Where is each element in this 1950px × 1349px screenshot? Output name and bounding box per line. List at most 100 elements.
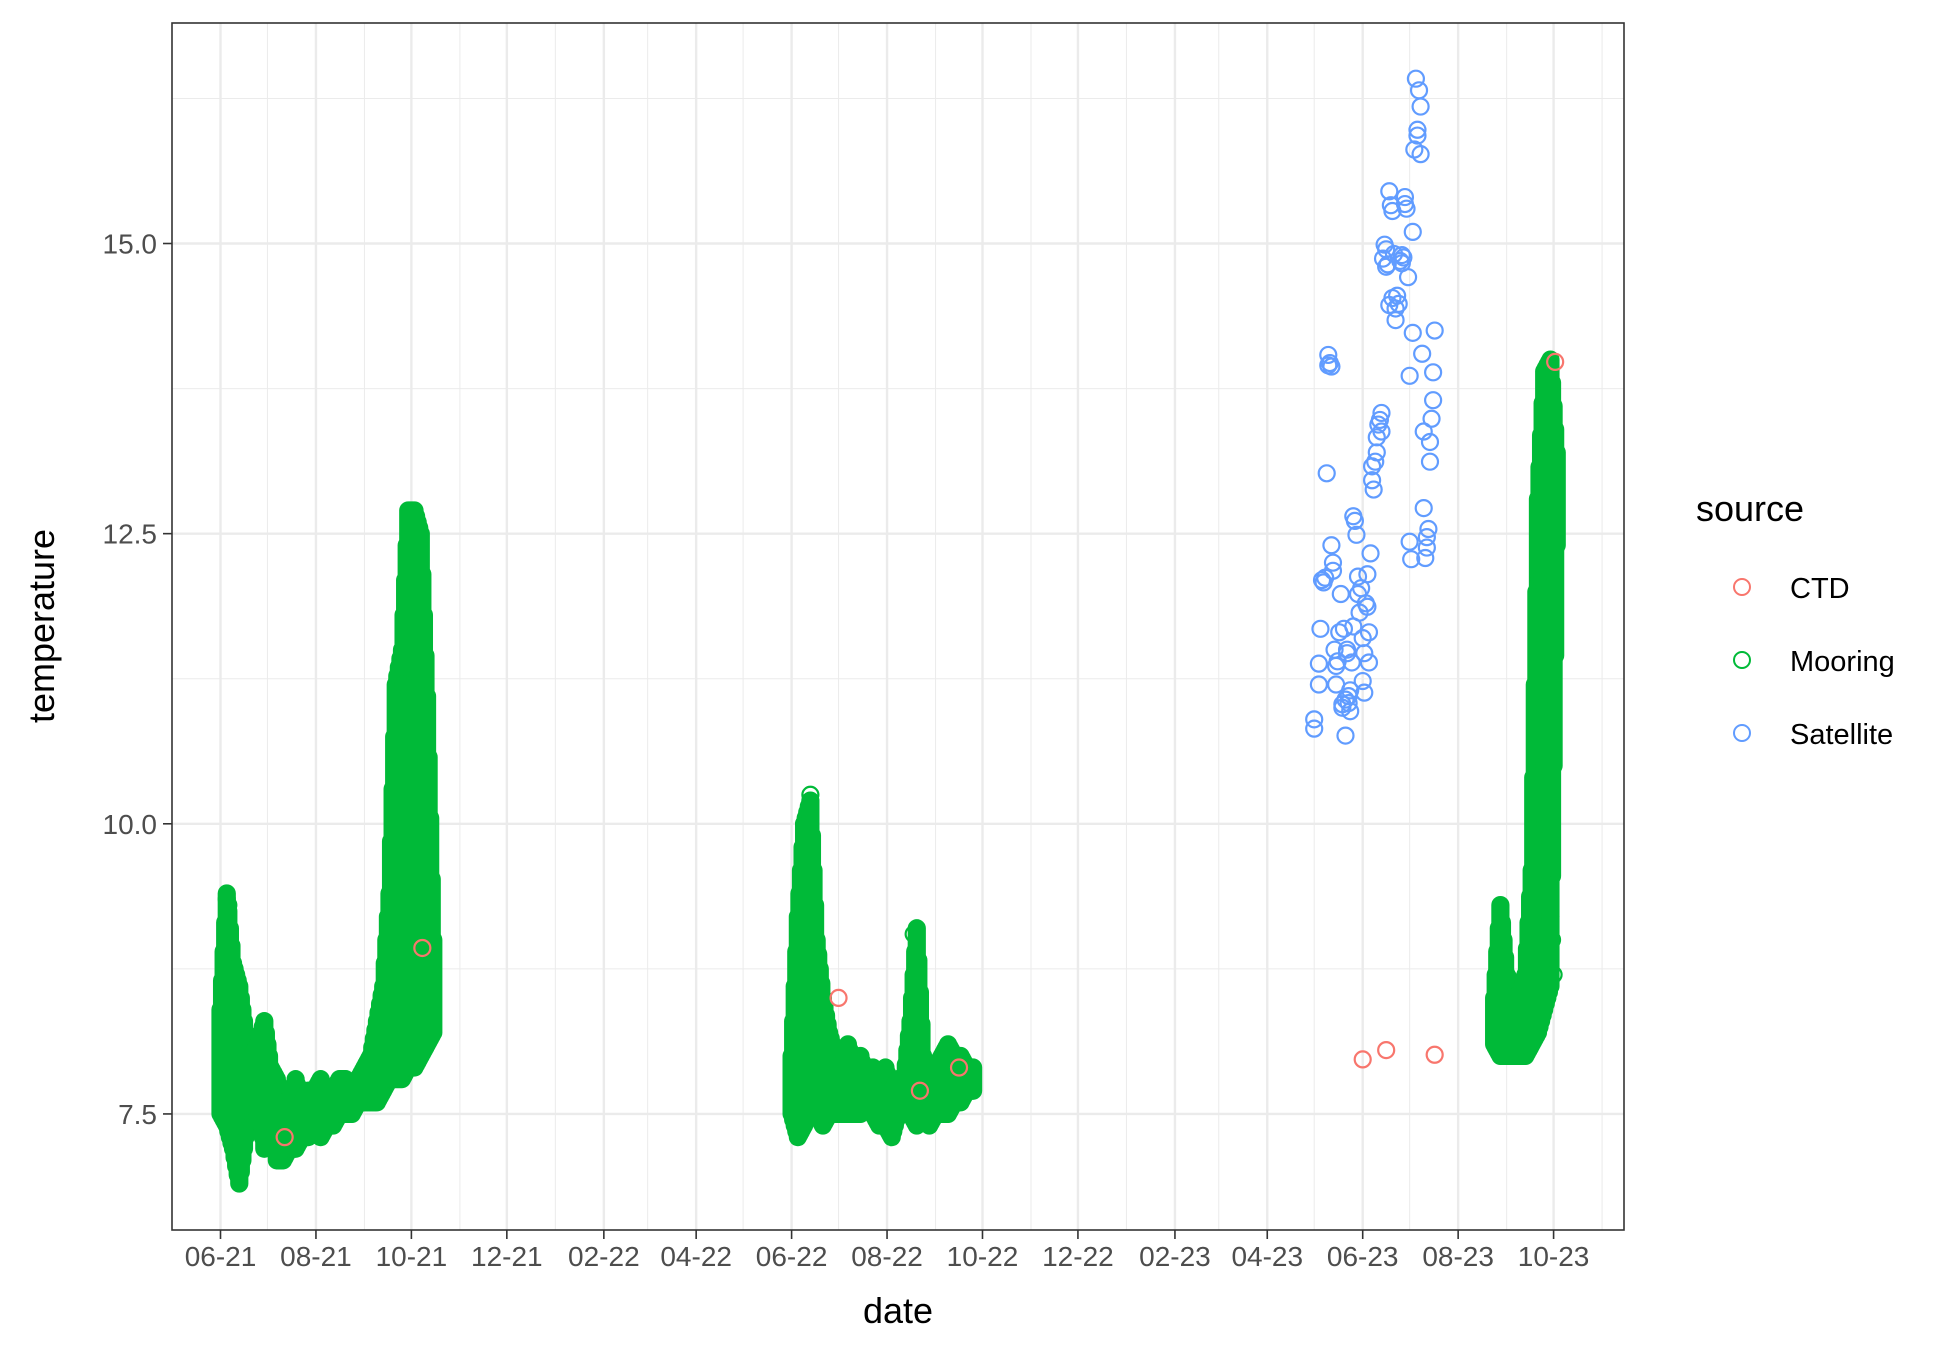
point-satellite — [1334, 619, 1354, 638]
point-satellite — [1322, 536, 1341, 555]
point-mooring — [1530, 570, 1549, 590]
x-tick-label: 10-22 — [947, 1241, 1019, 1272]
x-axis: 06-21 08-21 10-21 12-21 02-22 04-22 06-22 08-22… — [185, 1230, 1589, 1272]
point-satellite — [1389, 294, 1408, 313]
plot-panel-border — [171, 22, 1625, 1231]
point-satellite — [1355, 644, 1374, 663]
point-satellite — [1388, 286, 1407, 305]
point-satellite — [1378, 255, 1397, 274]
x-tick-label: 04-23 — [1231, 1241, 1303, 1272]
x-tick-label: 02-23 — [1139, 1241, 1211, 1272]
point-satellite — [1355, 683, 1374, 702]
y-tick-label: 10.0 — [103, 809, 158, 840]
point-satellite — [1420, 432, 1440, 452]
legend-label-mooring: Mooring — [1790, 646, 1895, 678]
y-tick-label: 7.5 — [118, 1099, 157, 1130]
point-satellite — [1408, 120, 1427, 139]
point-satellite — [1331, 584, 1350, 604]
envelope-mooring-2022 — [782, 791, 983, 1147]
point-satellite — [1414, 499, 1433, 518]
point-mooring — [1531, 640, 1551, 659]
legend-entry-ctd: CTD — [1733, 573, 1850, 605]
point-satellite — [1422, 409, 1441, 428]
legend-entry-mooring: Mooring — [1733, 646, 1895, 678]
y-tick-label: 12.5 — [103, 519, 158, 550]
envelope-mooring-2023 — [1485, 350, 1566, 1066]
point-ctd — [1425, 1045, 1444, 1064]
x-tick-label: 08-21 — [280, 1241, 352, 1272]
point-satellite — [1367, 443, 1386, 462]
point-satellite — [1323, 561, 1343, 580]
point-satellite — [1341, 681, 1360, 700]
legend-key-satellite — [1733, 724, 1751, 742]
point-mooring — [801, 785, 820, 804]
point-satellite — [1372, 422, 1391, 441]
point-satellite — [1358, 597, 1377, 616]
minor-grid-x — [171, 23, 1603, 1230]
x-axis-title: date — [863, 1290, 933, 1331]
point-mooring — [1539, 884, 1558, 903]
point-satellite — [1424, 363, 1443, 382]
x-tick-label: 08-22 — [851, 1241, 923, 1272]
x-tick-label: 12-21 — [471, 1241, 543, 1272]
point-satellite — [1309, 675, 1328, 694]
point-satellite — [1408, 126, 1427, 145]
point-satellite — [1417, 538, 1436, 557]
point-satellite — [1347, 525, 1366, 544]
point-satellite — [1402, 550, 1421, 569]
x-tick-label: 06-22 — [756, 1241, 828, 1272]
legend-label-satellite: Satellite — [1790, 719, 1893, 751]
point-mooring — [795, 814, 814, 833]
point-mooring — [1533, 698, 1552, 717]
point-ctd — [1546, 352, 1565, 371]
point-satellite — [1361, 544, 1380, 563]
point-satellite — [1372, 403, 1391, 423]
point-mooring — [394, 675, 413, 694]
point-satellite — [1366, 452, 1385, 471]
point-ctd — [829, 988, 848, 1007]
point-satellite — [1419, 519, 1438, 539]
point-satellite — [1386, 299, 1405, 318]
point-mooring — [1541, 907, 1560, 926]
point-satellite — [1392, 246, 1411, 265]
point-satellite — [1406, 69, 1426, 88]
legend-title: source — [1696, 488, 1804, 529]
point-satellite — [1411, 145, 1430, 164]
point-satellite — [1362, 471, 1382, 490]
point-ctd — [275, 1128, 294, 1147]
point-ctd — [910, 1081, 930, 1100]
envelope-mooring-2021 — [211, 501, 443, 1193]
point-satellite — [1336, 726, 1355, 745]
x-tick-label: 04-22 — [660, 1241, 732, 1272]
point-satellite — [1395, 187, 1415, 207]
point-satellite — [1353, 671, 1372, 691]
point-satellite — [1424, 391, 1443, 410]
x-tick-label: 12-22 — [1042, 1241, 1114, 1272]
point-satellite — [1341, 702, 1360, 721]
point-mooring — [904, 924, 923, 944]
series-ctd — [275, 352, 1565, 1147]
point-satellite — [1309, 654, 1328, 673]
point-satellite — [1420, 452, 1440, 471]
point-satellite — [1397, 199, 1416, 218]
point-satellite — [1345, 511, 1364, 530]
point-satellite — [1337, 644, 1357, 663]
point-satellite — [1342, 653, 1361, 672]
point-mooring — [1536, 814, 1555, 833]
x-tick-label: 10-21 — [376, 1241, 448, 1272]
legend-key-ctd — [1733, 578, 1751, 596]
x-tick-label: 06-23 — [1327, 1241, 1399, 1272]
point-satellite — [1322, 357, 1341, 376]
point-mooring — [1538, 861, 1557, 880]
point-satellite — [1400, 532, 1419, 551]
point-satellite — [1311, 619, 1330, 638]
point-satellite — [1358, 565, 1377, 584]
point-satellite — [1305, 719, 1324, 738]
point-satellite — [1380, 182, 1399, 201]
point-satellite — [1416, 548, 1435, 568]
point-satellite — [1373, 249, 1393, 268]
x-tick-label: 06-21 — [185, 1241, 257, 1272]
point-satellite — [1317, 464, 1336, 483]
point-satellite — [1398, 268, 1418, 287]
